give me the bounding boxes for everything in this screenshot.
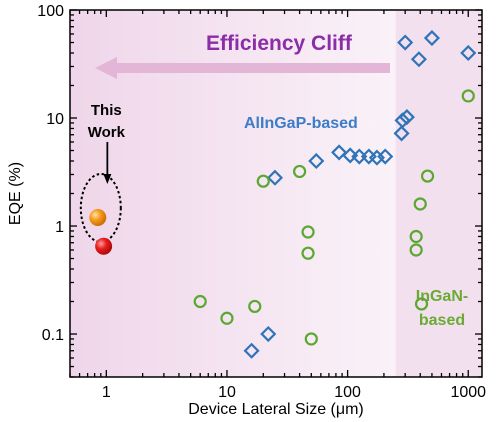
axis-ticks: 1 10 100 1000 0.1 1 10 100: [37, 3, 486, 401]
ingan-label-line1: InGaN-: [416, 288, 468, 305]
allngap-point: [398, 109, 415, 126]
allngap-point: [394, 112, 411, 129]
x-tick-label: 1: [102, 384, 111, 401]
ingan-point: [461, 89, 475, 103]
y-tick-label: 100: [37, 3, 64, 20]
annotations-layer: Efficiency Cliff This Work AlInGaP-based…: [79, 32, 468, 329]
this-work-arrow-head: [103, 174, 112, 184]
ingan-point: [301, 246, 315, 260]
ingan-point: [420, 169, 435, 183]
this-work-orange-point: [89, 208, 107, 226]
efficiency-cliff-arrow: [95, 57, 390, 79]
efficiency-cliff-label: Efficiency Cliff: [206, 32, 353, 55]
y-axis-label: EQE (%): [7, 162, 24, 225]
allngap-point: [243, 342, 260, 359]
this-work-label-line2: Work: [88, 124, 126, 141]
allngap-point: [423, 29, 440, 47]
allngap-point: [397, 34, 414, 51]
y-tick-label: 10: [46, 111, 64, 128]
allngap-point: [331, 144, 348, 161]
data-points: [89, 29, 477, 359]
x-tick-label: 1000: [450, 384, 486, 401]
ingan-point: [301, 225, 315, 239]
allngap-point: [377, 148, 394, 165]
this-work-dotted-ellipse: [79, 173, 122, 243]
y-tick-label: 0.1: [42, 327, 64, 344]
ingan-point: [409, 243, 423, 257]
ingan-point: [414, 297, 429, 311]
ingan-point: [256, 174, 270, 188]
allngap-point: [410, 51, 427, 68]
ingan-label-line2: based: [419, 312, 465, 329]
ingan-point: [248, 299, 262, 314]
allngap-point: [393, 125, 410, 142]
ingan-point: [304, 332, 318, 346]
ingan-point: [413, 197, 427, 211]
this-work-red-point: [95, 237, 113, 255]
allngap-label: AlInGaP-based: [244, 115, 358, 132]
ingan-point: [193, 294, 207, 309]
ingan-point: [409, 229, 423, 244]
allngap-point: [260, 325, 277, 343]
x-tick-label: 100: [334, 384, 361, 401]
x-tick-label: 10: [218, 384, 236, 401]
allngap-point: [460, 44, 477, 62]
ingan-point: [220, 311, 234, 325]
allngap-point: [308, 152, 325, 170]
shaded-region-1: [395, 10, 482, 377]
allngap-point: [266, 169, 284, 186]
ingan-point: [292, 164, 307, 179]
this-work-label-line1: This: [91, 102, 122, 119]
y-tick-label: 1: [55, 219, 64, 236]
axes: 1 10 100 1000 0.1 1 10 100 Device Lateral Size …: [7, 3, 486, 418]
x-axis-label: Device Lateral Size (μm): [188, 401, 364, 418]
